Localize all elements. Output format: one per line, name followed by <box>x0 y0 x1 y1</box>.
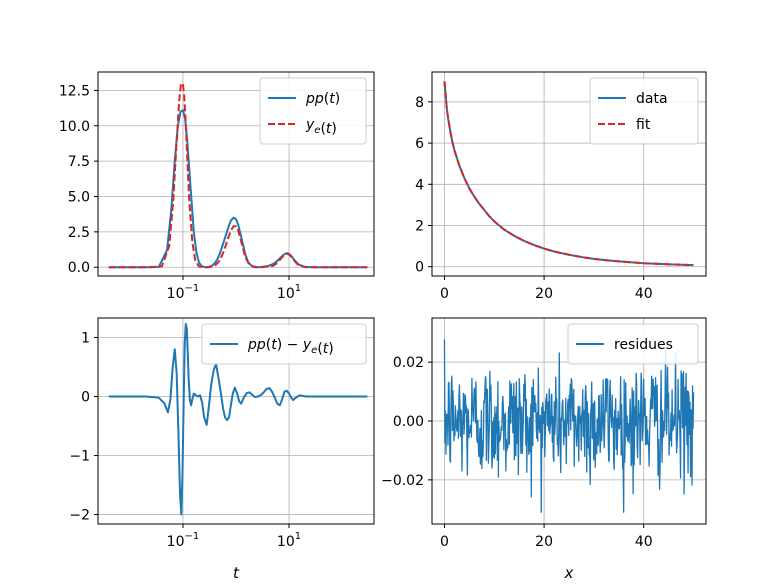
y-tick-label: 10.0 <box>59 119 90 135</box>
legend-label: data <box>636 91 668 107</box>
x-tick-label: 40 <box>635 534 653 550</box>
x-tick-label: 20 <box>535 534 553 550</box>
y-tick-label: 0 <box>81 390 90 406</box>
y-tick-label: 4 <box>415 177 424 193</box>
legend-label: ye(t) <box>305 117 337 137</box>
x-tick-label: 20 <box>535 286 553 302</box>
y-tick-label: 1 <box>81 330 90 346</box>
y-tick-label: 8 <box>415 95 424 111</box>
y-tick-label: 0 <box>415 260 424 276</box>
legend-box <box>589 77 699 145</box>
y-tick-label: 7.5 <box>68 154 90 170</box>
axes-frame <box>431 71 707 277</box>
panel-bottom-left: 10−1 101 −2 −1 0 1 t pp(t) − ye(t) <box>69 317 375 582</box>
legend-label: pp(t) <box>305 91 340 107</box>
y-tick-label: −1 <box>69 449 90 465</box>
legend: pp(t) ye(t) <box>259 77 367 145</box>
x-axis-label: x <box>564 564 574 582</box>
legend: pp(t) − ye(t) <box>201 323 367 365</box>
legend: residues <box>567 323 699 365</box>
legend: data fit <box>589 77 699 145</box>
x-tick-label: 40 <box>635 286 653 302</box>
series-line-y-e-t- <box>108 82 368 269</box>
x-tick-label: 0 <box>440 286 449 302</box>
y-tick-label: 0.0 <box>68 260 90 276</box>
y-tick-label: 6 <box>415 136 424 152</box>
x-tick-label: 10−1 <box>167 531 200 550</box>
legend-label: residues <box>614 337 673 353</box>
x-tick-label: 10−1 <box>167 283 200 302</box>
legend-box <box>259 77 367 145</box>
axes-frame <box>97 71 375 277</box>
series-line-pp-t-y-e-t- <box>108 322 368 516</box>
axes-frame <box>97 317 375 525</box>
y-tick-label: −0.02 <box>381 473 424 489</box>
x-tick-label: 101 <box>277 283 301 302</box>
y-tick-label: 2 <box>415 219 424 235</box>
y-tick-label: 12.5 <box>59 83 90 99</box>
y-tick-label: 5.0 <box>68 189 90 205</box>
x-tick-label: 0 <box>440 534 449 550</box>
legend-box <box>567 323 699 365</box>
panel-bottom-right: 0 20 40 −0.02 0.00 0.02 x residues <box>381 317 707 582</box>
y-tick-label: 0.02 <box>393 355 424 371</box>
legend-label: fit <box>636 117 651 133</box>
legend-label: pp(t) − ye(t) <box>247 337 334 357</box>
series-line-fit <box>443 81 694 267</box>
series-line-residues <box>443 339 695 513</box>
y-tick-label: 2.5 <box>68 225 90 241</box>
x-axis-label: t <box>233 564 240 582</box>
legend-box <box>201 323 367 365</box>
panel-top-right: 0 20 40 0 2 4 6 8 data fit <box>415 71 707 302</box>
y-tick-label: 0.00 <box>393 414 424 430</box>
x-tick-label: 101 <box>277 531 301 550</box>
panel-top-left: 10−1 101 0.0 2.5 5.0 7.5 10.0 12.5 pp(t) ye(t) <box>59 71 375 302</box>
y-tick-label: −2 <box>69 508 90 524</box>
